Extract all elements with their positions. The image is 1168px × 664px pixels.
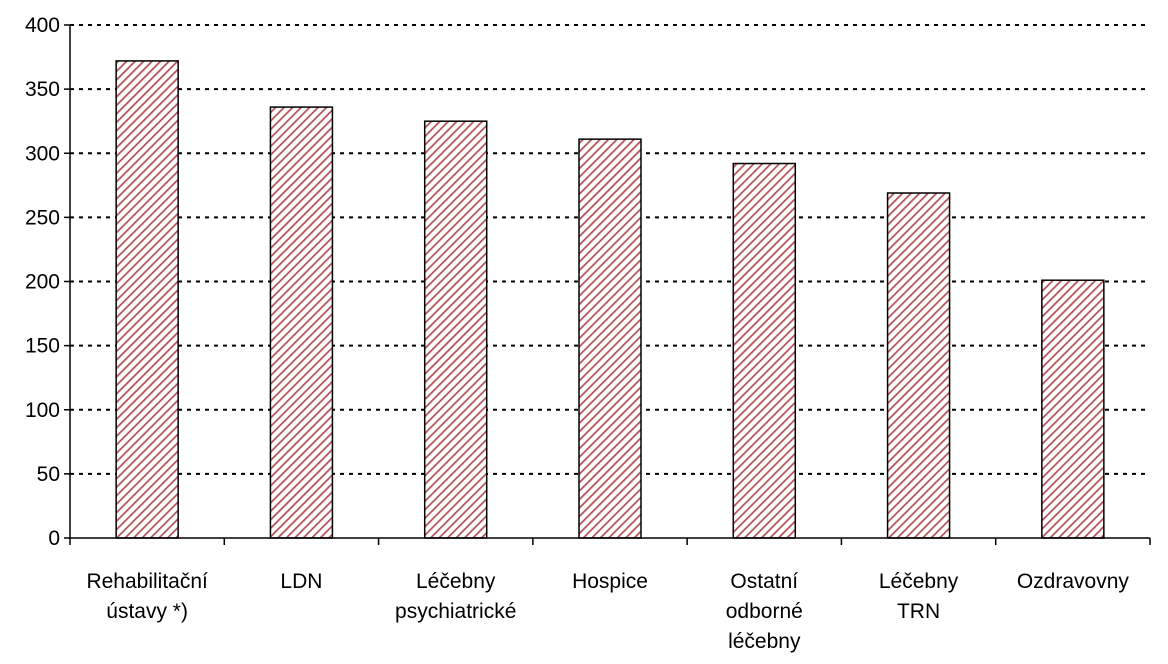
- y-tick-label: 150: [25, 335, 60, 358]
- y-tick-label: 200: [25, 271, 60, 294]
- x-tick-label: Léčebny TRN: [879, 570, 959, 623]
- x-tick-label-line: TRN: [897, 600, 940, 623]
- x-tick-label-line: psychiatrické: [395, 600, 516, 623]
- y-tick-label: 100: [25, 399, 60, 422]
- y-tick-label: 50: [37, 463, 60, 486]
- x-tick-label-line: Léčebny: [416, 570, 496, 593]
- y-tick-label: 350: [25, 78, 60, 101]
- bars: [115, 60, 1105, 539]
- x-tick-label-line: ústavy *): [106, 600, 188, 623]
- x-tick-label-line: léčebny: [728, 630, 801, 653]
- x-tick-label-line: odborné: [726, 600, 803, 623]
- bar: [269, 106, 334, 539]
- y-tick-label: 0: [48, 527, 60, 550]
- bar: [423, 120, 488, 539]
- bar: [115, 60, 179, 539]
- y-tick-label: 300: [25, 142, 60, 165]
- x-tick-label: Ozdravovny: [1017, 570, 1130, 593]
- x-tick-label-line: Léčebny: [879, 570, 959, 593]
- x-tick-label-line: LDN: [280, 570, 322, 593]
- y-tick-label: 400: [25, 14, 60, 37]
- y-tick-labels: 0 50 100 150 200 250 300 350 400: [25, 14, 60, 550]
- x-tick-label-line: Hospice: [572, 570, 648, 593]
- x-tick-label-line: Ozdravovny: [1017, 570, 1130, 593]
- bar: [578, 138, 642, 539]
- x-tick-label: Hospice: [572, 570, 648, 593]
- axes: [64, 24, 1151, 545]
- x-tick-label: Rehabilitační ústavy *): [86, 570, 208, 623]
- x-tick-label-line: Rehabilitační: [86, 570, 208, 593]
- bar: [886, 192, 951, 539]
- y-tick-label: 250: [25, 206, 60, 229]
- x-tick-label-line: Ostatní: [730, 570, 798, 593]
- x-tick-labels: Rehabilitační ústavy *) LDN Léčebny psychiat…: [86, 570, 1129, 653]
- x-tick-label: Ostatní odborné léčebny: [726, 570, 803, 653]
- bar: [732, 162, 797, 539]
- x-tick-label: Léčebny psychiatrické: [395, 570, 516, 623]
- bar: [1041, 279, 1105, 539]
- x-tick-label: LDN: [280, 570, 322, 593]
